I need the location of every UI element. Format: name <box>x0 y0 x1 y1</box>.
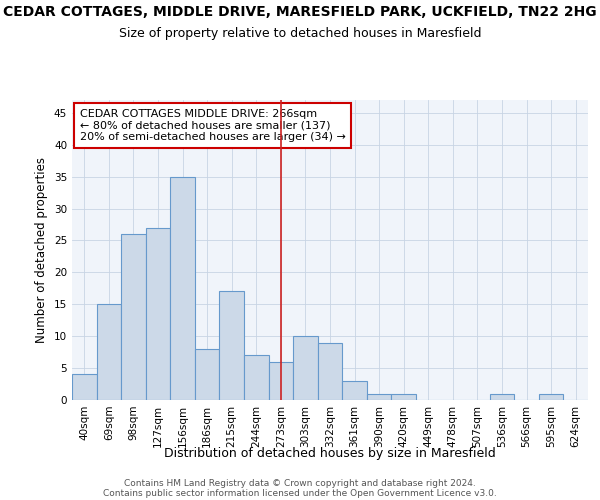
Bar <box>539 394 563 400</box>
Text: Contains public sector information licensed under the Open Government Licence v3: Contains public sector information licen… <box>103 488 497 498</box>
Bar <box>146 228 170 400</box>
Bar <box>490 394 514 400</box>
Bar <box>195 349 220 400</box>
Y-axis label: Number of detached properties: Number of detached properties <box>35 157 49 343</box>
Bar <box>220 292 244 400</box>
Bar <box>170 176 195 400</box>
Bar <box>367 394 391 400</box>
Bar <box>121 234 146 400</box>
Text: Contains HM Land Registry data © Crown copyright and database right 2024.: Contains HM Land Registry data © Crown c… <box>124 478 476 488</box>
Bar <box>97 304 121 400</box>
Text: CEDAR COTTAGES, MIDDLE DRIVE, MARESFIELD PARK, UCKFIELD, TN22 2HG: CEDAR COTTAGES, MIDDLE DRIVE, MARESFIELD… <box>3 5 597 19</box>
Bar <box>391 394 416 400</box>
Bar <box>269 362 293 400</box>
Text: Distribution of detached houses by size in Maresfield: Distribution of detached houses by size … <box>164 448 496 460</box>
Bar <box>342 381 367 400</box>
Bar <box>72 374 97 400</box>
Bar <box>244 356 269 400</box>
Bar <box>293 336 318 400</box>
Text: Size of property relative to detached houses in Maresfield: Size of property relative to detached ho… <box>119 28 481 40</box>
Text: CEDAR COTTAGES MIDDLE DRIVE: 266sqm
← 80% of detached houses are smaller (137)
2: CEDAR COTTAGES MIDDLE DRIVE: 266sqm ← 80… <box>80 109 346 142</box>
Bar <box>318 342 342 400</box>
